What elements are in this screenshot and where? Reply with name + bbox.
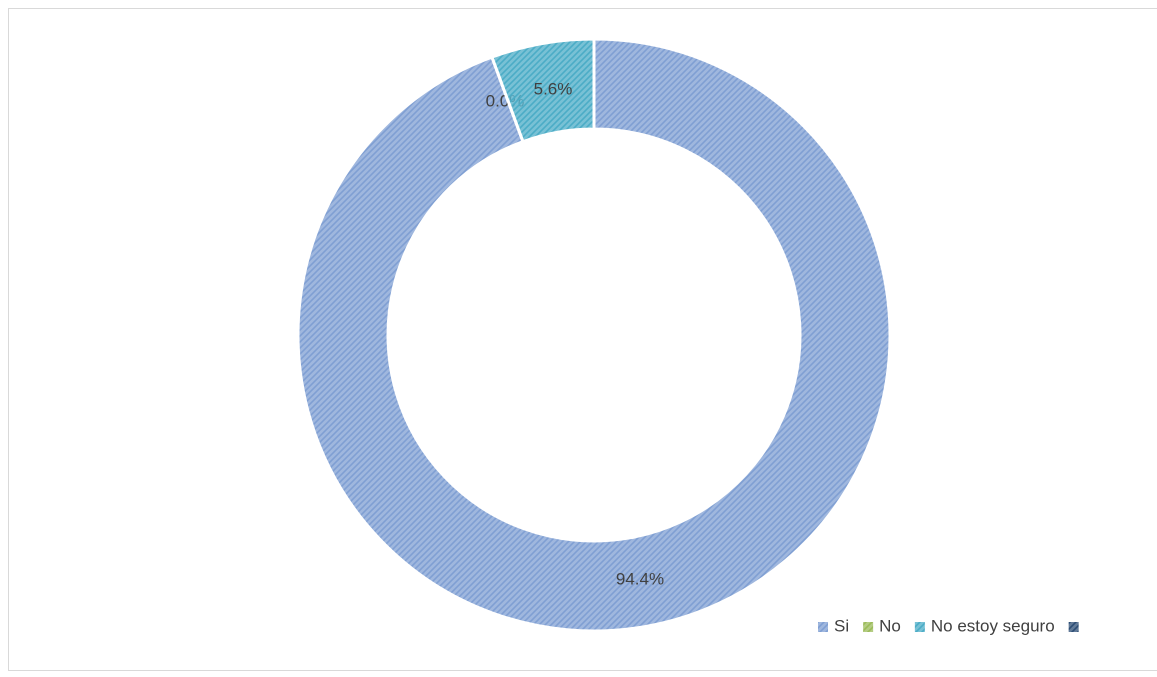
data-label: 94.4% — [616, 569, 664, 588]
legend-swatch — [818, 622, 828, 632]
legend-label: No estoy seguro — [931, 616, 1055, 635]
legend-swatch — [1068, 622, 1079, 632]
data-label: 5.6% — [534, 79, 573, 98]
legend-swatch — [863, 622, 874, 632]
legend-label: Si — [834, 616, 849, 635]
donut-slice — [296, 37, 892, 633]
legend-swatch — [914, 622, 925, 632]
legend-label: No — [879, 616, 901, 635]
